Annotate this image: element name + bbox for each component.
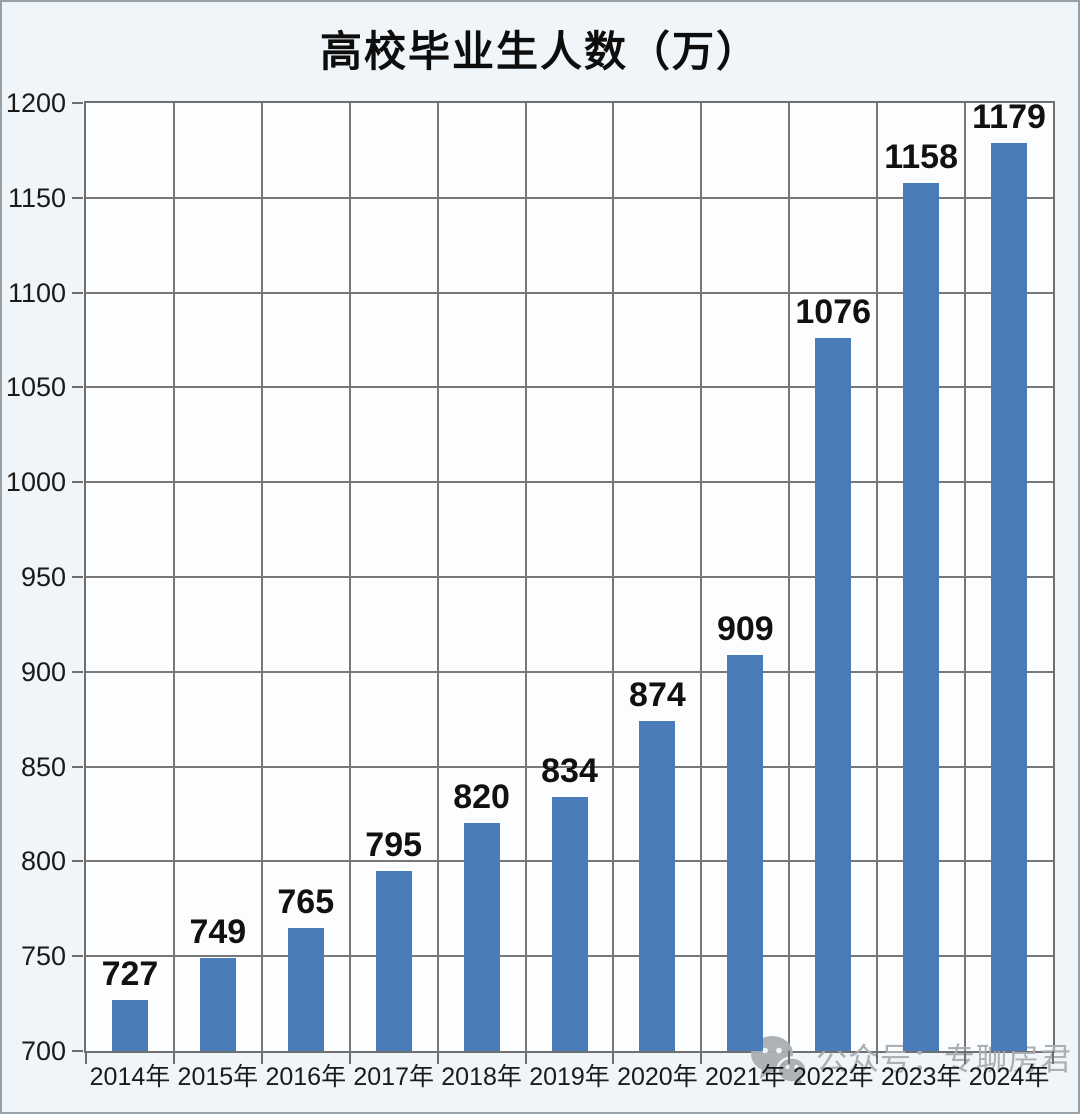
bar-value-label: 749: [189, 913, 247, 952]
bar-2015年: [199, 958, 236, 1051]
y-axis-label: 1200: [5, 88, 66, 118]
bar-2017年: [375, 870, 412, 1051]
y-axis-tick: [72, 196, 83, 199]
v-gridline: [436, 103, 439, 1051]
bar-2016年: [287, 927, 324, 1051]
bar-value-label: 1158: [884, 137, 958, 176]
y-axis-label: 950: [20, 562, 66, 592]
v-gridline: [348, 103, 351, 1051]
bar-2020年: [639, 721, 676, 1051]
v-gridline: [876, 103, 879, 1051]
bar-value-label: 795: [365, 825, 423, 864]
h-gridline: [86, 291, 1053, 294]
y-axis-tick: [72, 765, 83, 768]
y-axis-label: 900: [20, 656, 66, 687]
bar-value-label: 727: [101, 954, 159, 993]
v-gridline: [612, 103, 615, 1051]
bar-value-label: 765: [277, 882, 335, 921]
bar-value-label: 820: [453, 778, 510, 817]
v-gridline: [788, 103, 791, 1051]
watermark: 公众号：专聊房君: [750, 1034, 1072, 1086]
y-axis-tick: [72, 670, 83, 673]
bar-2023年: [903, 182, 940, 1051]
bar-value-label: 1076: [795, 293, 872, 332]
bar-value-label: 909: [716, 609, 774, 648]
v-gridline: [260, 103, 263, 1051]
y-axis-label: 850: [20, 751, 66, 782]
h-gridline: [86, 576, 1053, 578]
bar-2014年: [111, 999, 148, 1051]
x-axis-label: 2014年: [89, 1063, 171, 1091]
y-axis-label: 1050: [5, 372, 66, 403]
h-gridline: [86, 481, 1053, 484]
y-axis-label: 1100: [7, 277, 66, 308]
bar-value-label: 834: [541, 751, 598, 790]
h-gridline: [86, 765, 1053, 768]
y-axis-tick: [72, 860, 83, 863]
v-gridline: [700, 103, 703, 1051]
x-axis-label: 2016年: [265, 1063, 347, 1091]
bar-2024年: [991, 142, 1028, 1051]
y-axis-tick: [72, 576, 83, 578]
y-axis-tick: [72, 1050, 83, 1052]
y-axis-label: 1000: [5, 467, 66, 498]
h-gridline: [86, 196, 1053, 199]
x-axis-label: 2018年: [441, 1063, 522, 1091]
y-axis-tick: [72, 481, 83, 484]
h-gridline: [86, 670, 1053, 673]
x-axis-label: 2019年: [529, 1063, 610, 1091]
bar-value-label: 874: [629, 676, 686, 715]
bar-2019年: [551, 796, 588, 1051]
bar-2022年: [815, 338, 852, 1051]
watermark-text: 公众号：专聊房君: [816, 1042, 1072, 1077]
v-gridline: [172, 103, 175, 1051]
bar-value-label: 1179: [972, 97, 1046, 136]
x-axis-label: 2015年: [177, 1063, 259, 1091]
chart-title: 高校毕业生人数（万）: [319, 27, 760, 76]
y-axis-tick: [72, 386, 83, 389]
x-axis-label: 2017年: [353, 1063, 434, 1091]
y-axis-label: 700: [20, 1036, 66, 1066]
y-axis-tick: [72, 291, 83, 294]
y-axis-label: 1150: [7, 182, 66, 213]
y-axis-label: 800: [20, 846, 66, 877]
h-gridline: [86, 386, 1053, 389]
plot-area: [84, 101, 1055, 1053]
y-axis-label: 750: [20, 941, 66, 972]
v-gridline: [964, 103, 967, 1051]
y-axis-tick: [72, 102, 83, 104]
v-gridline: [524, 103, 527, 1051]
bar-2018年: [463, 823, 500, 1051]
x-axis-label: 2020年: [617, 1063, 698, 1091]
bar-2021年: [727, 654, 764, 1051]
